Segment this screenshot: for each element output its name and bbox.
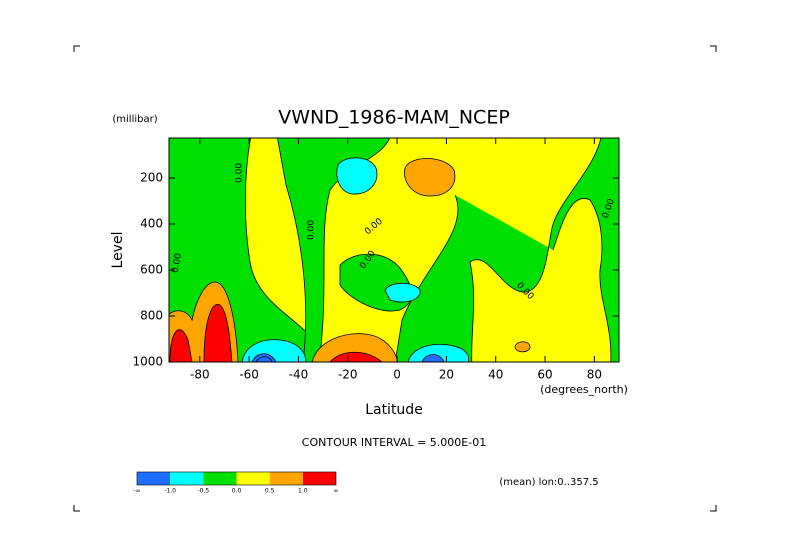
contour-label: 0.00 [171, 252, 184, 274]
contour-label: 0.00 [235, 163, 245, 183]
contour-region [394, 138, 619, 362]
mean-note: (mean) lon:0..357.5 [499, 477, 598, 488]
contour-interval: CONTOUR INTERVAL = 5.000E-01 [302, 436, 486, 449]
contour-label: 0.00 [307, 220, 317, 240]
y-tick-label: 1000 [132, 355, 163, 369]
colorbar-swatch [236, 472, 270, 485]
x-tick-label: -40 [289, 368, 309, 382]
y-tick-label: 800 [140, 309, 163, 323]
y-tick-label: 400 [140, 217, 163, 231]
contour-region [514, 341, 531, 353]
x-axis-label: Latitude [365, 402, 423, 418]
colorbar: -∞ -1.0 -0.5 0.0 0.5 1.0 ∞ [133, 471, 339, 495]
chart-title: VWND_1986-MAM_NCEP [278, 107, 510, 129]
colorbar-swatch [137, 472, 171, 485]
x-tick-label: -60 [239, 368, 259, 382]
colorbar-label: -∞ [133, 488, 140, 495]
x-units: (degrees_north) [540, 383, 628, 396]
y-units: (millibar) [112, 114, 157, 125]
contour-field [169, 138, 619, 362]
colorbar-label: 0.0 [232, 488, 242, 495]
x-tick-label: 0 [393, 368, 401, 382]
x-tick-label: -80 [190, 368, 210, 382]
contour-region [311, 333, 399, 362]
contour-region [407, 343, 470, 362]
y-tick-label: 600 [140, 263, 163, 277]
corner-marks [73, 45, 717, 512]
x-tick-label: 80 [587, 368, 602, 382]
colorbar-swatch [170, 472, 204, 485]
plot-frame [168, 137, 620, 363]
colorbar-label: 1.0 [298, 488, 308, 495]
x-tick-label: 20 [439, 368, 454, 382]
contour-region [169, 303, 233, 362]
contour-region [336, 157, 378, 195]
colorbar-swatch [203, 472, 237, 485]
colorbar-label: -1.0 [164, 488, 176, 495]
colorbar-label: ∞ [334, 488, 339, 495]
colorbar-label: -0.5 [197, 488, 209, 495]
x-tick-label: 60 [537, 368, 552, 382]
y-tick-label: 200 [140, 171, 163, 185]
y-axis-label: Level [110, 232, 126, 269]
contour-region [404, 158, 456, 197]
colorbar-label: 0.5 [265, 488, 275, 495]
colorbar-swatch [302, 472, 336, 485]
x-tick-label: -20 [338, 368, 358, 382]
colorbar-swatch [269, 472, 303, 485]
colorbar-frame [136, 471, 337, 486]
x-tick-label: 40 [488, 368, 503, 382]
contour-region [384, 282, 421, 303]
